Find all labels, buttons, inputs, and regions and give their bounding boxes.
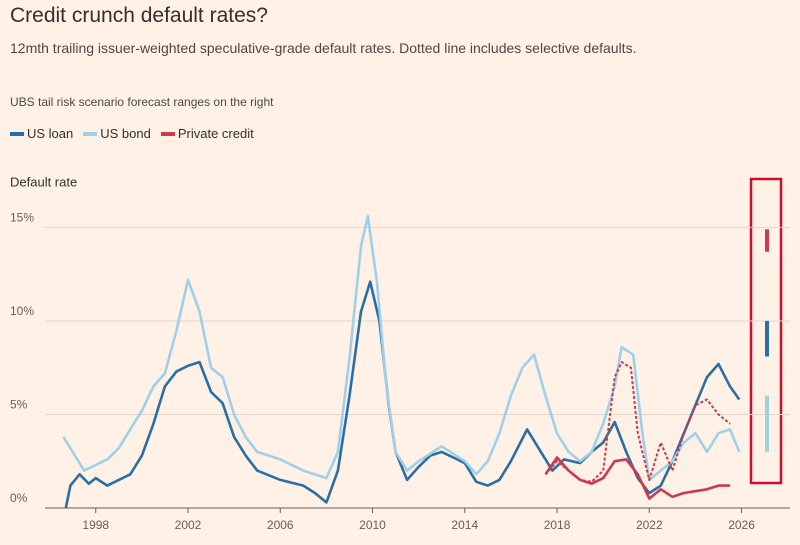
legend-item: Private credit — [160, 126, 254, 141]
series-line — [544, 361, 731, 483]
legend-item: US loan — [10, 126, 73, 141]
series-line — [62, 214, 741, 482]
x-tick-label: 2026 — [728, 518, 755, 532]
legend-label: Private credit — [177, 126, 254, 141]
legend-swatch — [10, 131, 24, 136]
legend-label: US bond — [100, 126, 151, 141]
forecast-range — [765, 320, 769, 357]
x-tick-label: 2010 — [359, 518, 386, 532]
legend-swatch — [83, 131, 98, 136]
y-tick-label: 5% — [10, 398, 28, 412]
x-tick-label: 2018 — [544, 518, 571, 532]
chart-title: Credit crunch default rates? — [10, 4, 268, 27]
chart-subtitle: 12mth trailing issuer-weighted speculati… — [10, 40, 637, 56]
legend-swatch — [160, 131, 175, 136]
x-tick-label: 1998 — [82, 518, 109, 532]
y-axis-label: Default rate — [10, 174, 77, 189]
legend-label: US loan — [27, 126, 74, 141]
x-tick-label: 2006 — [267, 518, 294, 532]
legend: US loan US bond Private credit — [10, 126, 254, 141]
x-tick-label: 2014 — [451, 518, 478, 532]
y-tick-label: 15% — [10, 211, 34, 225]
y-tick-label: 0% — [10, 491, 28, 505]
x-tick-label: 2002 — [175, 518, 202, 532]
forecast-range — [765, 229, 769, 252]
chart-note: UBS tail risk scenario forecast ranges o… — [10, 95, 274, 109]
y-tick-label: 10% — [10, 304, 34, 318]
forecast-range — [765, 395, 769, 452]
forecast-box — [749, 177, 783, 485]
x-tick-label: 2022 — [636, 518, 663, 532]
legend-item: US bond — [83, 126, 151, 141]
